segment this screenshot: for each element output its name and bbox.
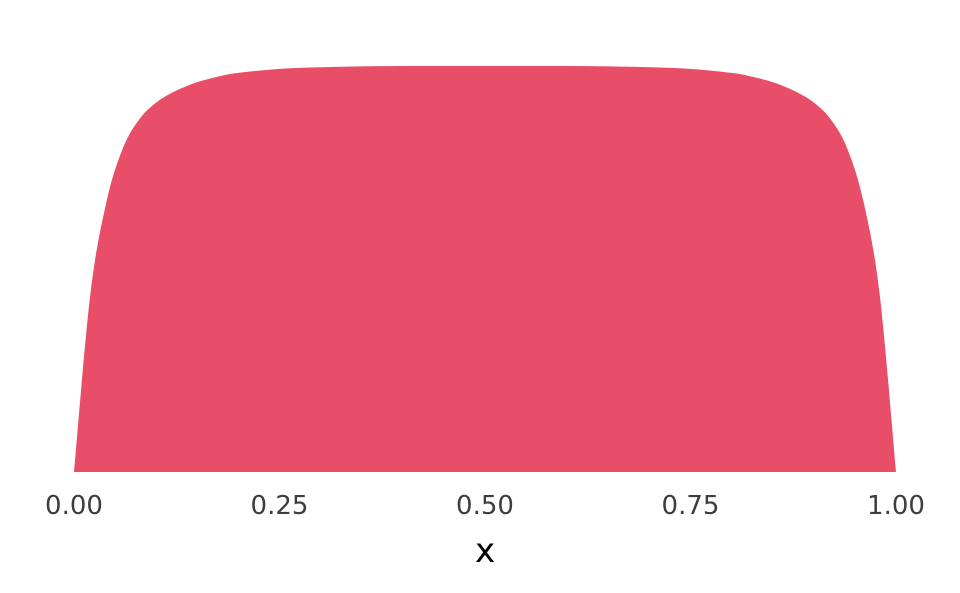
x-tick-label: 0.75 [662,491,720,521]
x-axis-title: x [475,531,495,571]
plot-area [74,65,896,473]
x-axis: 0.00 0.25 0.50 0.75 1.00 [45,491,925,521]
x-tick-label: 0.25 [251,491,309,521]
x-tick-label: 0.00 [45,491,103,521]
density-area [74,65,896,473]
x-tick-label: 0.50 [456,491,514,521]
x-tick-label: 1.00 [867,491,925,521]
